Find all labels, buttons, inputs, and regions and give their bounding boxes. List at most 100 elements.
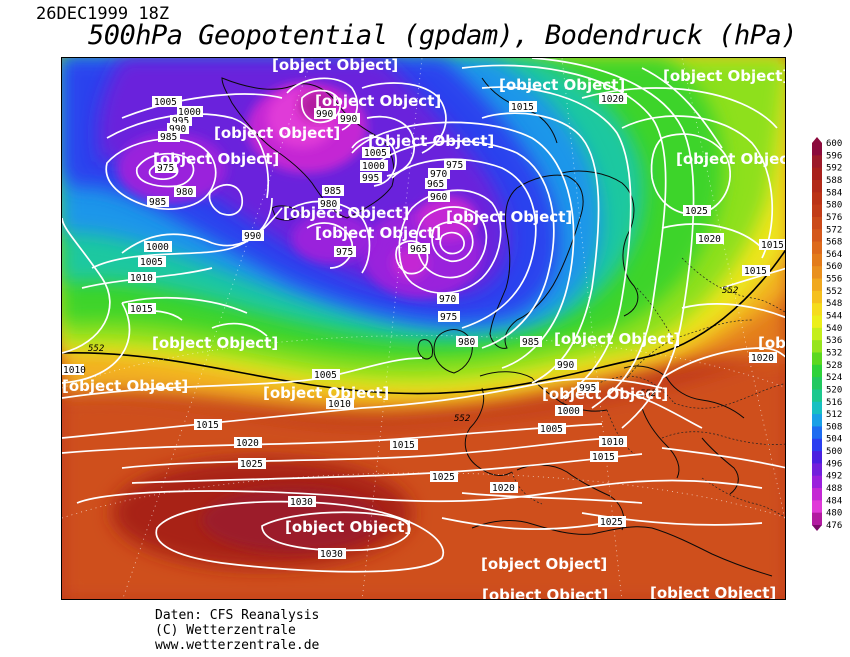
legend-tick-label: 556 bbox=[826, 275, 842, 285]
legend-tick-label: 580 bbox=[826, 201, 842, 211]
isobar-label: 1025 bbox=[683, 205, 711, 217]
svg-text:1000: 1000 bbox=[362, 161, 385, 172]
svg-text:970: 970 bbox=[439, 294, 456, 305]
legend-tick-label: 568 bbox=[826, 238, 842, 248]
isobar-label: 1010 bbox=[599, 436, 627, 448]
legend-swatch bbox=[812, 475, 822, 489]
legend-swatch bbox=[812, 192, 822, 206]
legend-swatch bbox=[812, 340, 822, 353]
svg-text:990: 990 bbox=[316, 109, 333, 120]
legend-tick-label: 488 bbox=[826, 484, 842, 494]
isobar-label: 1020 bbox=[599, 93, 627, 105]
low-marker: [object Object] bbox=[263, 384, 389, 402]
svg-text:1030: 1030 bbox=[290, 497, 313, 508]
legend-tick-label: 552 bbox=[826, 287, 842, 297]
height-label: 552 bbox=[454, 414, 470, 424]
legend-tick-label: 480 bbox=[826, 509, 842, 519]
contour-552 bbox=[62, 249, 785, 395]
legend-tick-label: 532 bbox=[826, 348, 842, 358]
low-marker: [object Object] bbox=[315, 92, 441, 110]
isobar-label: 990 bbox=[167, 123, 189, 135]
legend-swatch bbox=[812, 327, 822, 341]
isobar-label: 1005 bbox=[362, 147, 390, 159]
svg-text:1025: 1025 bbox=[685, 206, 708, 217]
svg-text:1005: 1005 bbox=[140, 257, 163, 268]
svg-text:1020: 1020 bbox=[236, 438, 259, 449]
website-url: www.wetterzentrale.de bbox=[155, 638, 320, 653]
isobar-label: 990 bbox=[555, 359, 577, 371]
isobar-label: 995 bbox=[577, 382, 599, 394]
isobar-label: 980 bbox=[456, 336, 478, 348]
copyright: (C) Wetterzentrale bbox=[155, 623, 296, 638]
svg-text:1015: 1015 bbox=[761, 240, 784, 251]
high-marker: [object Object] bbox=[650, 584, 776, 600]
legend-tick-label: 496 bbox=[826, 459, 842, 469]
isobar-label: 1020 bbox=[749, 352, 777, 364]
legend-tick-label: 572 bbox=[826, 225, 842, 235]
data-source: Daten: CFS Reanalysis bbox=[155, 608, 320, 623]
isobar-label: 975 bbox=[444, 159, 466, 171]
svg-text:1010: 1010 bbox=[601, 437, 624, 448]
legend-tick-label: 560 bbox=[826, 262, 842, 272]
isobar-label: 990 bbox=[314, 108, 336, 120]
legend-swatch bbox=[812, 488, 822, 501]
isobar-label: 1020 bbox=[490, 482, 518, 494]
isobar-label: 985 bbox=[147, 196, 169, 208]
low-marker: [object Object] bbox=[214, 124, 340, 142]
svg-text:1015: 1015 bbox=[511, 102, 534, 113]
svg-text:1020: 1020 bbox=[751, 353, 774, 364]
svg-text:1005: 1005 bbox=[364, 148, 387, 159]
isobar-label: 1020 bbox=[234, 437, 262, 449]
legend-tick-label: 484 bbox=[826, 496, 842, 506]
legend-tick-label: 564 bbox=[826, 250, 842, 260]
isobar-label: 995 bbox=[170, 115, 192, 127]
svg-text:995: 995 bbox=[172, 116, 189, 127]
isobar-label: 1015 bbox=[194, 419, 222, 431]
svg-text:1025: 1025 bbox=[600, 517, 623, 528]
color-legend: 600 596 592 588 584 580 576 572 568 564 560 556 552 5… bbox=[812, 131, 848, 531]
legend-swatch bbox=[812, 179, 822, 193]
legend-tick-label: 584 bbox=[826, 188, 842, 198]
isobar-label: 1000 bbox=[177, 106, 203, 118]
isobar-label: 1000 bbox=[360, 160, 388, 172]
low-marker: [object Object] bbox=[153, 150, 279, 168]
low-marker: [object Object] bbox=[481, 555, 607, 573]
height-label: 552 bbox=[640, 389, 656, 399]
legend-tick-label: 492 bbox=[826, 472, 842, 482]
legend-swatch bbox=[812, 216, 822, 230]
isobar-label: 1010 bbox=[128, 272, 156, 284]
legend-swatch bbox=[812, 290, 822, 304]
high-marker: [object Object] bbox=[272, 58, 398, 74]
isobar-label: 1010 bbox=[62, 364, 86, 376]
legend-swatch bbox=[812, 438, 822, 452]
height-label: 552 bbox=[722, 286, 738, 296]
svg-text:1010: 1010 bbox=[328, 399, 351, 410]
isobar-label: 995 bbox=[360, 172, 382, 184]
isobar-label: 980 bbox=[318, 198, 340, 210]
isobar-label: 1005 bbox=[138, 256, 166, 268]
legend-swatch bbox=[812, 377, 822, 390]
legend-swatch bbox=[812, 315, 822, 329]
svg-text:1005: 1005 bbox=[540, 424, 563, 435]
legend-swatch bbox=[812, 253, 822, 267]
svg-text:995: 995 bbox=[579, 383, 596, 394]
legend-swatch bbox=[812, 401, 822, 415]
isobar-label: 1025 bbox=[238, 458, 266, 470]
svg-text:980: 980 bbox=[320, 199, 337, 210]
isobar-label: 985 bbox=[520, 336, 542, 348]
legend-swatch bbox=[812, 463, 822, 477]
isobar-label: 980 bbox=[174, 186, 196, 198]
legend-tick-label: 536 bbox=[826, 336, 842, 346]
date-label: 26DEC1999 18Z bbox=[36, 4, 170, 24]
legend-tick-label: 516 bbox=[826, 398, 842, 408]
isobar-label: 1015 bbox=[390, 439, 418, 451]
isobar-label: 965 bbox=[408, 243, 430, 255]
svg-text:985: 985 bbox=[522, 337, 539, 348]
isobar-label: 1010 bbox=[326, 398, 354, 410]
legend-swatch bbox=[812, 389, 822, 403]
isobar-label: 960 bbox=[428, 191, 450, 203]
isobar-label: 975 bbox=[155, 162, 177, 174]
isobar-label: 975 bbox=[438, 311, 460, 323]
svg-text:975: 975 bbox=[336, 247, 353, 258]
high-marker: [object Object] bbox=[152, 334, 278, 352]
